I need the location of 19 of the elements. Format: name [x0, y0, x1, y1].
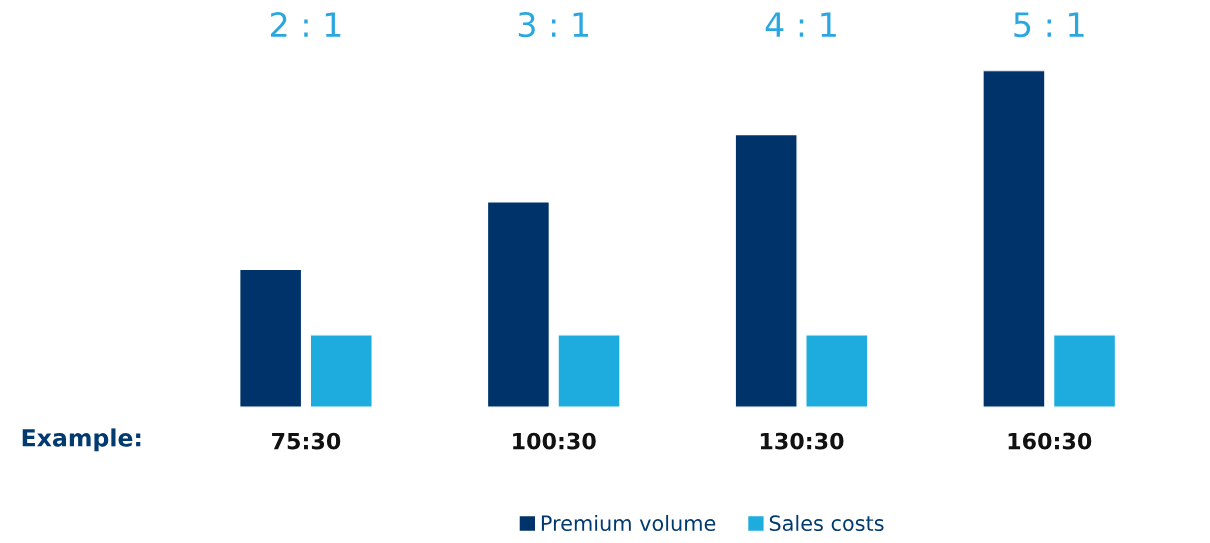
text: 3 : 1 — [518, 11, 589, 38]
bar — [309, 334, 373, 408]
text: 2 : 1 — [270, 11, 341, 37]
text: Example: — [22, 428, 141, 452]
bar — [734, 133, 798, 408]
bar — [1052, 334, 1117, 408]
bar — [557, 334, 621, 408]
text: 5 : 1 — [1014, 12, 1084, 38]
text: 4 : 1 — [765, 12, 836, 37]
bar — [238, 268, 303, 408]
legend-label: Premium volume — [541, 514, 716, 532]
x-tick-label: 100:30 — [513, 432, 596, 450]
bar — [486, 201, 551, 408]
x-tick-label: 160:30 — [1008, 432, 1092, 450]
x-tick-label: 130:30 — [760, 432, 844, 450]
x-tick-label: 75:30 — [272, 432, 341, 450]
bar — [805, 334, 869, 408]
bar — [982, 70, 1046, 408]
legend-label: Sales costs — [769, 514, 884, 532]
